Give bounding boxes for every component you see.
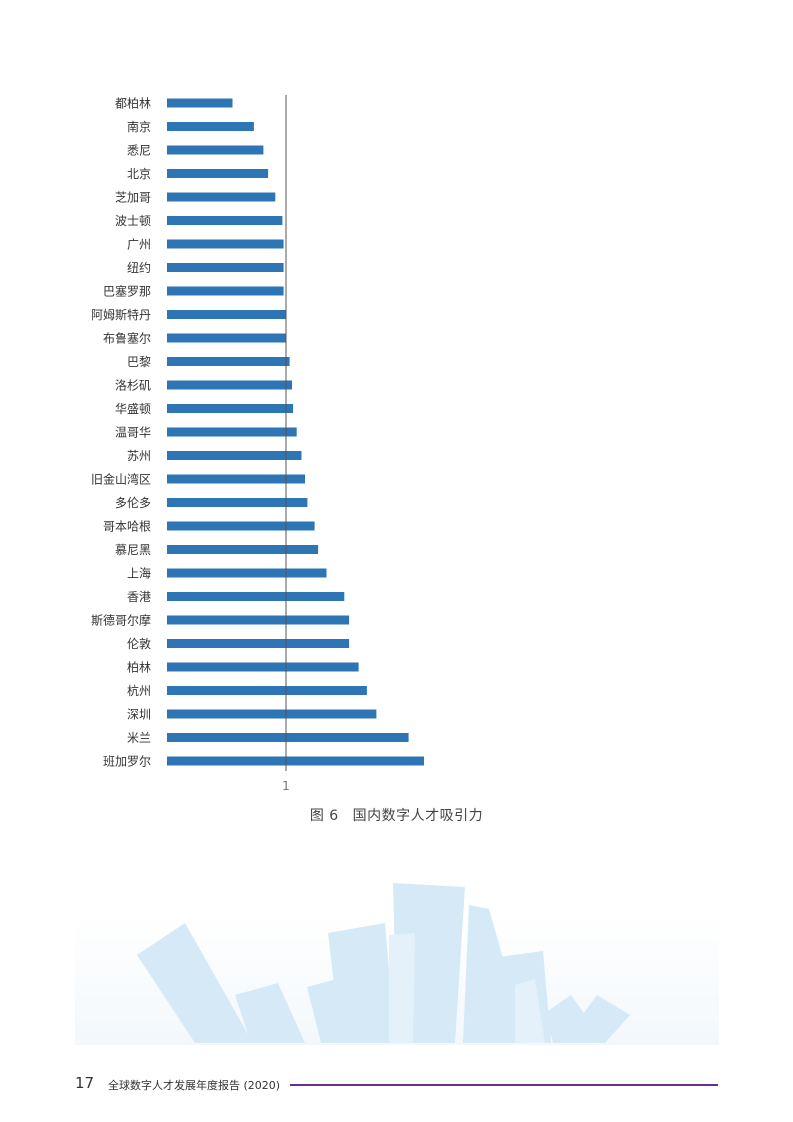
bar [167, 451, 302, 460]
bar [167, 169, 269, 178]
category-label: 巴塞罗那 [103, 284, 151, 299]
x-tick-label: 1 [282, 779, 290, 793]
bar [167, 286, 284, 296]
bars-group [167, 98, 424, 766]
bar [167, 122, 254, 131]
category-label: 上海 [127, 566, 151, 581]
bar [167, 639, 350, 648]
figure-title: 国内数字人才吸引力 [352, 808, 484, 824]
category-label: 北京 [127, 167, 151, 181]
category-label: 斯德哥尔摩 [91, 613, 151, 628]
bar [167, 709, 377, 719]
category-label: 深圳 [127, 708, 151, 722]
figure-number: 图 6 [309, 808, 339, 824]
decorative-skyline-graphic [75, 883, 719, 1045]
category-label: 都柏林 [115, 96, 151, 111]
category-label: 香港 [127, 590, 151, 604]
category-label: 纽约 [127, 260, 151, 275]
category-label: 旧金山湾区 [91, 472, 151, 487]
page-footer: 17 全球数字人才发展年度报告 (2020) [0, 1072, 793, 1098]
bar [167, 216, 283, 225]
bar [167, 310, 286, 319]
category-label: 巴黎 [127, 355, 151, 369]
bar [167, 333, 286, 343]
category-label: 班加罗尔 [103, 754, 151, 769]
category-label: 波士顿 [115, 214, 151, 228]
category-label: 慕尼黑 [115, 543, 151, 557]
category-label: 伦敦 [127, 636, 151, 651]
bar [167, 498, 308, 507]
bar [167, 98, 233, 108]
category-label: 杭州 [127, 683, 151, 698]
category-label: 广州 [127, 238, 151, 252]
category-label: 苏州 [127, 449, 151, 463]
bar-chart: 都柏林南京悉尼北京芝加哥波士顿广州纽约巴塞罗那阿姆斯特丹布鲁塞尔巴黎洛杉矶华盛顿… [91, 95, 424, 793]
category-label: 布鲁塞尔 [103, 331, 151, 346]
bar [167, 545, 319, 554]
bar [167, 474, 305, 484]
bar [167, 239, 284, 249]
category-labels: 都柏林南京悉尼北京芝加哥波士顿广州纽约巴塞罗那阿姆斯特丹布鲁塞尔巴黎洛杉矶华盛顿… [91, 96, 151, 769]
category-label: 米兰 [127, 731, 151, 745]
bar [167, 404, 294, 413]
category-label: 温哥华 [115, 426, 151, 440]
bar [167, 592, 345, 601]
category-label: 南京 [127, 119, 151, 134]
page-number: 17 [75, 1074, 95, 1092]
bar [167, 145, 264, 155]
category-label: 哥本哈根 [103, 520, 151, 534]
bar [167, 192, 276, 202]
bar [167, 568, 327, 578]
report-title: 全球数字人才发展年度报告 (2020) [108, 1079, 281, 1092]
category-label: 华盛顿 [115, 401, 151, 416]
bar [167, 686, 367, 695]
category-label: 多伦多 [115, 495, 151, 510]
category-label: 柏林 [127, 660, 151, 675]
footer-divider [290, 1084, 718, 1086]
bar [167, 357, 290, 366]
bar [167, 263, 284, 272]
bar [167, 615, 350, 625]
category-label: 芝加哥 [115, 190, 151, 205]
bar [167, 427, 297, 437]
figure-caption: 图 6 国内数字人才吸引力 [0, 805, 793, 825]
bar [167, 733, 409, 742]
bar [167, 380, 292, 390]
bar [167, 662, 359, 672]
bar [167, 756, 424, 766]
category-label: 悉尼 [127, 144, 151, 158]
bar [167, 521, 315, 531]
category-label: 洛杉矶 [115, 378, 151, 393]
category-label: 阿姆斯特丹 [91, 307, 151, 322]
